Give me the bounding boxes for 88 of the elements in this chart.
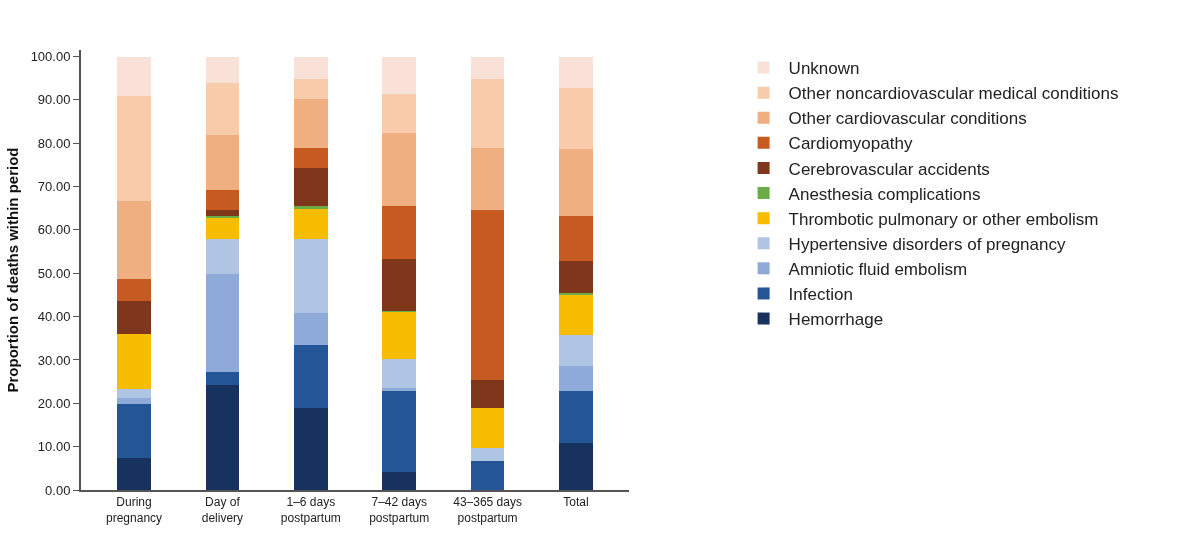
bar bbox=[382, 93, 416, 133]
bar bbox=[205, 238, 240, 275]
bar bbox=[294, 147, 328, 168]
bar bbox=[294, 238, 328, 314]
bar bbox=[559, 391, 593, 443]
bar bbox=[205, 385, 240, 490]
x-tick-label: 43–365 days postpartum bbox=[453, 495, 522, 525]
x-tick-label: 7–42 days postpartum bbox=[369, 495, 430, 525]
y-tick-label: 60.00 bbox=[37, 222, 71, 238]
bar bbox=[470, 379, 505, 409]
y-tick-label: 0.00 bbox=[45, 482, 71, 498]
bar bbox=[382, 132, 416, 207]
bar bbox=[294, 56, 328, 80]
bar bbox=[117, 404, 151, 458]
y-tick-label: 90.00 bbox=[37, 92, 71, 108]
bar bbox=[559, 442, 593, 490]
bar bbox=[117, 56, 151, 97]
bar bbox=[559, 365, 593, 392]
y-tick-label: 100.00 bbox=[30, 49, 71, 65]
bar bbox=[117, 279, 151, 302]
bar bbox=[559, 88, 593, 150]
bar bbox=[205, 274, 240, 372]
bar bbox=[559, 149, 593, 217]
bar bbox=[205, 371, 240, 386]
bar bbox=[205, 209, 240, 217]
bar bbox=[117, 333, 151, 389]
y-tick-label: 50.00 bbox=[37, 265, 71, 281]
bar bbox=[470, 79, 505, 148]
y-axis-title: Proportion of deaths within period bbox=[4, 147, 22, 393]
bar bbox=[382, 472, 416, 490]
bar bbox=[294, 205, 328, 209]
bar bbox=[117, 457, 151, 490]
bar bbox=[117, 398, 151, 405]
bar bbox=[382, 56, 416, 94]
bar bbox=[294, 79, 328, 99]
bar bbox=[382, 206, 416, 259]
legend-label: Thrombotic pulmonary or other embolism bbox=[788, 209, 1099, 229]
bar bbox=[470, 147, 505, 210]
bar bbox=[559, 216, 593, 262]
bar bbox=[470, 56, 505, 80]
legend-label: Cardiomyopathy bbox=[788, 134, 913, 154]
y-tick-label: 30.00 bbox=[37, 352, 71, 368]
bar bbox=[294, 313, 328, 346]
bar bbox=[470, 448, 505, 461]
bar bbox=[559, 56, 593, 89]
bar bbox=[294, 408, 328, 490]
bar bbox=[382, 391, 416, 473]
bar bbox=[294, 345, 328, 409]
bar bbox=[205, 83, 240, 136]
bar bbox=[294, 98, 328, 148]
bar bbox=[205, 216, 240, 219]
bar bbox=[205, 190, 240, 210]
y-tick-label: 70.00 bbox=[37, 179, 71, 195]
bar bbox=[117, 301, 151, 334]
legend-label: Unknown bbox=[788, 59, 860, 79]
x-tick-label: Total bbox=[563, 495, 589, 510]
bar bbox=[470, 408, 505, 449]
legend-label: Hemorrhage bbox=[788, 310, 884, 330]
bar bbox=[205, 56, 240, 84]
x-tick-label: During pregnancy bbox=[106, 495, 163, 525]
legend-label: Other noncardiovascular medical conditions bbox=[788, 84, 1119, 104]
legend-label: Hypertensive disorders of pregnancy bbox=[788, 234, 1066, 254]
y-tick-label: 10.00 bbox=[37, 439, 71, 455]
bar bbox=[559, 335, 593, 366]
bar bbox=[559, 261, 593, 294]
bar bbox=[117, 201, 151, 280]
y-tick-label: 20.00 bbox=[37, 395, 71, 411]
bar bbox=[205, 218, 240, 239]
bar bbox=[294, 208, 328, 239]
bar bbox=[205, 135, 240, 191]
x-tick-label: Day of delivery bbox=[201, 495, 244, 525]
bar bbox=[382, 258, 416, 311]
y-tick-label: 80.00 bbox=[37, 135, 71, 151]
legend-label: Other cardiovascular conditions bbox=[788, 109, 1027, 129]
legend-label: Infection bbox=[788, 285, 853, 305]
bar bbox=[117, 388, 151, 399]
bar bbox=[117, 96, 151, 202]
bar bbox=[470, 209, 505, 380]
legend-label: Amniotic fluid embolism bbox=[788, 259, 968, 279]
bar bbox=[382, 311, 416, 360]
bar bbox=[382, 359, 416, 388]
x-tick-label: 1–6 days postpartum bbox=[280, 495, 341, 525]
bar bbox=[559, 294, 593, 336]
bar bbox=[470, 460, 505, 490]
bar bbox=[294, 167, 328, 206]
legend-label: Cerebrovascular accidents bbox=[788, 159, 990, 179]
y-tick-label: 40.00 bbox=[37, 309, 71, 325]
legend-label: Anesthesia complications bbox=[788, 184, 981, 204]
